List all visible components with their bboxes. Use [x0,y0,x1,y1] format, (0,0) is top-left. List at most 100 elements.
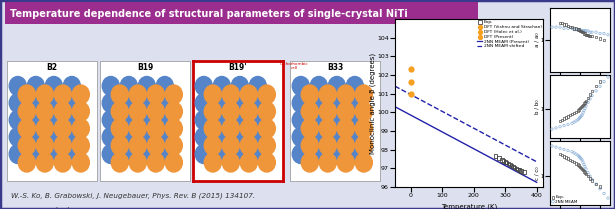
Circle shape [111,153,129,172]
Circle shape [9,111,26,130]
Legend: Exp., 2NN MEAM: Exp., 2NN MEAM [551,195,577,204]
Circle shape [292,144,309,163]
Point [551,25,561,29]
Circle shape [213,111,231,130]
Circle shape [165,85,183,104]
Point [587,34,597,38]
Circle shape [355,85,372,104]
Circle shape [301,119,319,138]
Circle shape [292,127,309,147]
Point [559,155,569,158]
Point [504,162,514,165]
Circle shape [36,136,54,155]
Circle shape [165,119,183,138]
Circle shape [165,136,183,155]
Circle shape [346,144,363,163]
Point [576,29,586,33]
Circle shape [147,136,164,155]
Point [547,127,557,131]
Point [571,110,581,113]
Circle shape [204,136,221,155]
Circle shape [138,111,156,130]
Circle shape [129,119,146,138]
Circle shape [258,153,276,172]
Point [581,33,591,36]
Point [573,163,583,166]
Point [511,167,521,170]
Point [603,33,613,36]
Circle shape [27,93,44,112]
Point [574,164,584,167]
Circle shape [36,153,54,172]
Circle shape [249,76,266,96]
Circle shape [27,144,44,163]
Point [595,80,605,83]
Circle shape [355,119,372,138]
Circle shape [328,76,346,96]
Circle shape [328,127,346,147]
Circle shape [355,136,372,155]
Circle shape [138,93,156,112]
Circle shape [9,144,26,163]
Point [576,157,586,160]
Point [577,104,587,108]
Point [579,102,589,105]
Circle shape [337,136,354,155]
Circle shape [337,85,354,104]
Circle shape [9,76,26,96]
Text: Orthorhombic
cell: Orthorhombic cell [280,62,309,70]
Circle shape [129,102,146,121]
Point [603,75,613,79]
Circle shape [231,111,248,130]
Point [571,152,581,156]
Circle shape [310,111,327,130]
Point [513,168,523,171]
Circle shape [138,76,156,96]
Point [557,118,567,121]
Point [578,111,588,115]
Point [587,31,597,34]
Point [577,167,587,171]
Point [565,158,575,162]
Point [587,179,597,182]
Point [591,182,601,186]
Point [555,147,565,150]
Circle shape [204,119,221,138]
Circle shape [156,111,173,130]
Point [555,22,565,25]
Circle shape [310,93,327,112]
Circle shape [292,76,309,96]
Circle shape [337,153,354,172]
Point [585,177,595,180]
Circle shape [240,136,257,155]
Point [567,122,577,125]
Point [502,161,512,164]
Circle shape [337,102,354,121]
Point [573,28,583,31]
Point [578,29,588,33]
Point [574,108,584,111]
Point [579,170,589,173]
Point [575,165,585,168]
Circle shape [138,127,156,147]
Point [591,85,601,88]
Circle shape [319,85,336,104]
Point [585,97,595,101]
Circle shape [195,144,212,163]
Point [587,94,597,97]
Point [580,29,590,33]
Point [580,32,590,35]
Point [515,168,525,172]
Circle shape [258,136,276,155]
Circle shape [231,127,248,147]
Point [577,31,587,34]
Point [563,27,573,30]
Point [599,80,609,83]
Point [571,28,581,31]
Point [576,105,586,109]
Point [555,125,565,128]
Point [599,32,609,35]
Circle shape [54,153,71,172]
Circle shape [147,102,164,121]
Circle shape [72,85,89,104]
